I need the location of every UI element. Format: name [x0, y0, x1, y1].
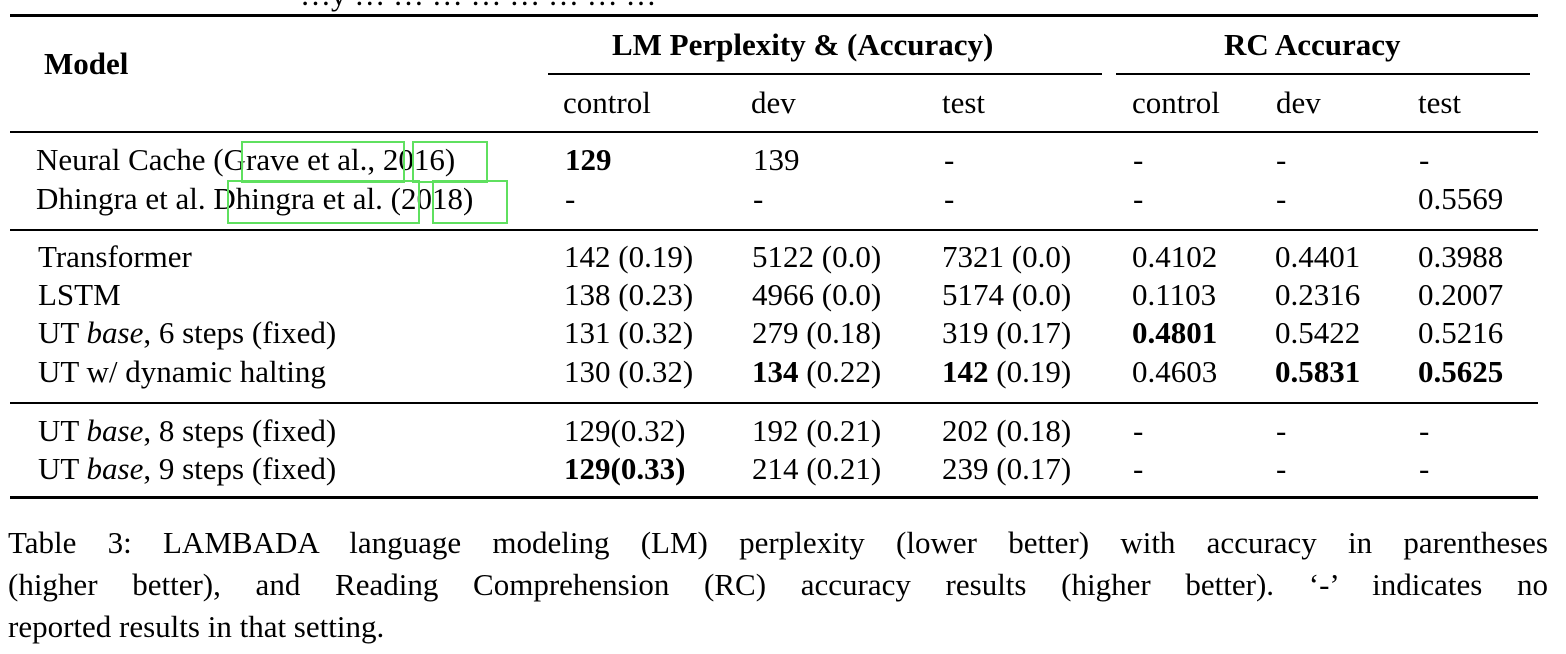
- citation-box-grave-author[interactable]: [241, 141, 405, 183]
- cell: 0.4102: [1132, 239, 1218, 274]
- cell: -: [1133, 181, 1144, 216]
- row-transformer-model: Transformer: [38, 239, 192, 274]
- caption-line-1: Table 3: LAMBADA language modeling (LM) …: [8, 525, 1548, 560]
- cell: 192 (0.21): [752, 413, 882, 448]
- cell: 138 (0.23): [564, 277, 694, 312]
- citation-box-dhingra-author[interactable]: [227, 180, 420, 224]
- cell: -: [1133, 142, 1144, 177]
- cell: 0.1103: [1132, 277, 1217, 312]
- caption-line-3: reported results in that setting.: [8, 609, 385, 644]
- cell: 4966 (0.0): [752, 277, 882, 312]
- table-top-rule: [10, 14, 1538, 17]
- cell: 214 (0.21): [752, 451, 882, 486]
- cell: -: [1276, 451, 1287, 486]
- caption-line-2: (higher better), and Reading Comprehensi…: [8, 567, 1548, 602]
- cell: -: [1276, 181, 1287, 216]
- citation-box-grave-year[interactable]: [412, 141, 488, 183]
- row-dhingra-model: Dhingra et al. Dhingra et al. (2018): [36, 181, 474, 216]
- row-neural-cache-model: Neural Cache (Grave et al., 2016): [36, 142, 456, 177]
- cell: 130 (0.32): [564, 354, 694, 389]
- cell: -: [1276, 142, 1287, 177]
- cell: 0.4801: [1132, 315, 1218, 350]
- row-ut6-model: UT base, 6 steps (fixed): [38, 315, 337, 350]
- row-ut9-model: UT base, 9 steps (fixed): [38, 451, 337, 486]
- cell: -: [944, 181, 955, 216]
- cell: 142 (0.19): [564, 239, 694, 274]
- cell: 129: [565, 142, 612, 177]
- header-rc-control: control: [1132, 85, 1220, 120]
- header-model: Model: [44, 46, 129, 81]
- cell: -: [1276, 413, 1287, 448]
- cell: -: [1133, 451, 1144, 486]
- table-caption: Table 3: LAMBADA language modeling (LM) …: [8, 522, 1548, 648]
- cell: 5174 (0.0): [942, 277, 1072, 312]
- cell: 319 (0.17): [942, 315, 1072, 350]
- cell: 279 (0.18): [752, 315, 882, 350]
- cell: 131 (0.32): [564, 315, 694, 350]
- cell: 202 (0.18): [942, 413, 1072, 448]
- group1-rule: [10, 229, 1538, 231]
- header-lm-group: LM Perplexity & (Accuracy): [612, 27, 994, 62]
- cell: 139: [753, 142, 800, 177]
- row-lstm-model: LSTM: [38, 277, 121, 312]
- cell: -: [753, 181, 764, 216]
- header-rc-group: RC Accuracy: [1224, 27, 1401, 62]
- cell: -: [1133, 413, 1144, 448]
- cell: 129(0.32): [564, 413, 686, 448]
- cell: 0.5569: [1418, 181, 1504, 216]
- group2-rule: [10, 402, 1538, 404]
- cell: -: [565, 181, 576, 216]
- cell: 0.2007: [1418, 277, 1504, 312]
- citation-link-author[interactable]: Dhingra et al.: [213, 181, 383, 216]
- cell: 0.3988: [1418, 239, 1504, 274]
- cell: -: [1419, 413, 1430, 448]
- cell: 142 (0.19): [942, 354, 1072, 389]
- cell: -: [1419, 142, 1430, 177]
- lm-group-underline: [548, 73, 1102, 75]
- cell: 7321 (0.0): [942, 239, 1072, 274]
- cell: 0.4401: [1275, 239, 1361, 274]
- header-lm-control: control: [563, 85, 651, 120]
- cell: 239 (0.17): [942, 451, 1072, 486]
- header-rc-dev: dev: [1276, 85, 1321, 120]
- row-ut8-model: UT base, 8 steps (fixed): [38, 413, 337, 448]
- cell: 5122 (0.0): [752, 239, 882, 274]
- cell: 0.5216: [1418, 315, 1504, 350]
- cell: 0.5625: [1418, 354, 1504, 389]
- cell: 0.5422: [1275, 315, 1361, 350]
- row-ut-dynamic-model: UT w/ dynamic halting: [38, 354, 326, 389]
- header-lm-test: test: [942, 85, 986, 120]
- citation-box-dhingra-year[interactable]: [432, 180, 508, 224]
- header-lm-dev: dev: [751, 85, 796, 120]
- header-rule: [10, 131, 1538, 133]
- cell: -: [1419, 451, 1430, 486]
- cell: -: [944, 142, 955, 177]
- clipped-top-text: …y … … … … … … … …: [300, 0, 657, 14]
- citation-link-author[interactable]: Grave et al.: [223, 142, 368, 177]
- cell: 0.5831: [1275, 354, 1361, 389]
- table-bottom-rule: [10, 496, 1538, 499]
- cell: 0.4603: [1132, 354, 1218, 389]
- citation-link-year[interactable]: 2018: [400, 181, 463, 216]
- cell: 129(0.33): [564, 451, 686, 486]
- cell: 0.2316: [1275, 277, 1361, 312]
- cell: 134 (0.22): [752, 354, 882, 389]
- header-rc-test: test: [1418, 85, 1462, 120]
- rc-group-underline: [1116, 73, 1530, 75]
